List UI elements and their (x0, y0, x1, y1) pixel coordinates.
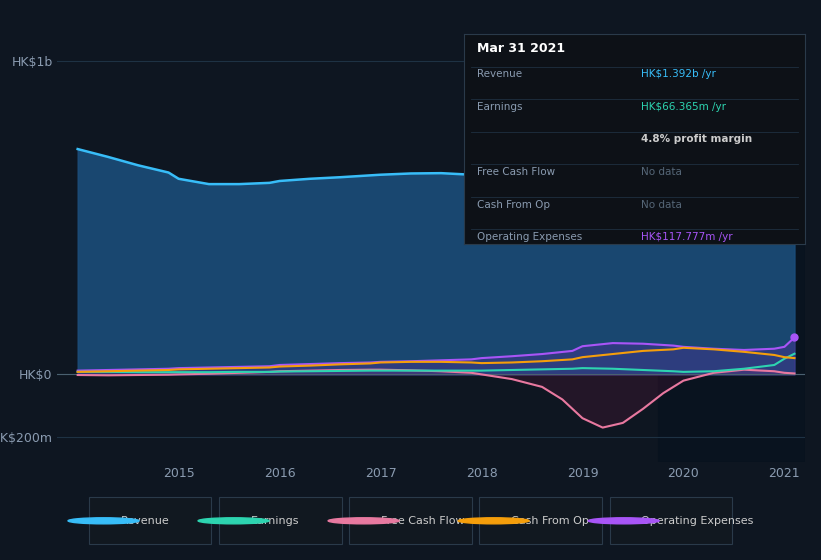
Text: HK$117.777m /yr: HK$117.777m /yr (641, 232, 732, 242)
Text: No data: No data (641, 167, 682, 177)
Text: Free Cash Flow: Free Cash Flow (381, 516, 465, 526)
FancyBboxPatch shape (350, 497, 471, 544)
Text: Earnings: Earnings (251, 516, 300, 526)
Circle shape (458, 518, 529, 524)
Text: Revenue: Revenue (121, 516, 170, 526)
Text: No data: No data (641, 199, 682, 209)
Circle shape (588, 518, 659, 524)
FancyBboxPatch shape (609, 497, 732, 544)
Text: Revenue: Revenue (478, 69, 523, 80)
Text: Cash From Op: Cash From Op (511, 516, 589, 526)
Text: HK$1.392b /yr: HK$1.392b /yr (641, 69, 716, 80)
Text: Operating Expenses: Operating Expenses (641, 516, 754, 526)
Text: Operating Expenses: Operating Expenses (478, 232, 583, 242)
Text: Free Cash Flow: Free Cash Flow (478, 167, 556, 177)
FancyBboxPatch shape (89, 497, 212, 544)
Bar (658, 36, 805, 462)
Circle shape (198, 518, 269, 524)
Circle shape (328, 518, 399, 524)
Text: Mar 31 2021: Mar 31 2021 (478, 42, 566, 55)
FancyBboxPatch shape (219, 497, 342, 544)
Text: Cash From Op: Cash From Op (478, 199, 551, 209)
Text: Earnings: Earnings (478, 102, 523, 112)
Text: HK$66.365m /yr: HK$66.365m /yr (641, 102, 726, 112)
FancyBboxPatch shape (479, 497, 602, 544)
Circle shape (68, 518, 139, 524)
Text: 4.8% profit margin: 4.8% profit margin (641, 134, 752, 144)
